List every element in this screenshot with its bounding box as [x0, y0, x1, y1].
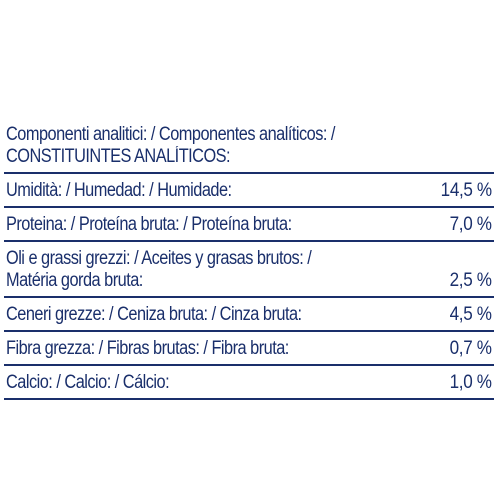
row-value: 7,0 % — [450, 214, 492, 235]
divider — [4, 172, 494, 174]
table-row-calcium: Calcio: / Calcio: / Cálcio: 1,0 % — [4, 366, 494, 394]
row-value: 0,7 % — [450, 338, 492, 359]
row-value: 14,5 % — [440, 180, 492, 201]
divider — [4, 398, 494, 400]
row-label: Fibra grezza: / Fibras brutas: / Fibra b… — [6, 338, 289, 359]
row-label-line-1: Oli e grassi grezzi: / Aceites y grasas … — [6, 248, 312, 269]
header-line-1: Componenti analitici: / Componentes anal… — [6, 124, 335, 145]
table-row-fat: Oli e grassi grezzi: / Aceites y grasas … — [4, 242, 494, 292]
section-header: Componenti analitici: / Componentes anal… — [4, 124, 494, 168]
divider — [4, 296, 494, 298]
row-value: 4,5 % — [450, 304, 492, 325]
header-line-2: CONSTITUINTES ANALÍTICOS: — [6, 146, 231, 167]
table-row-protein: Proteina: / Proteína bruta: / Proteína b… — [4, 208, 494, 236]
row-label: Umidità: / Humedad: / Humidade: — [6, 180, 232, 201]
table-row-moisture: Umidità: / Humedad: / Humidade: 14,5 % — [4, 174, 494, 202]
divider — [4, 240, 494, 242]
row-label: Calcio: / Calcio: / Cálcio: — [6, 372, 170, 393]
row-label: Ceneri grezze: / Ceniza bruta: / Cinza b… — [6, 304, 302, 325]
divider — [4, 364, 494, 366]
row-label-line-2: Matéria gorda bruta: — [6, 270, 143, 291]
table-row-fibre: Fibra grezza: / Fibras brutas: / Fibra b… — [4, 332, 494, 360]
row-value: 1,0 % — [450, 372, 492, 393]
divider — [4, 330, 494, 332]
table-row-ash: Ceneri grezze: / Ceniza bruta: / Cinza b… — [4, 298, 494, 326]
row-value: 2,5 % — [450, 270, 492, 291]
row-label: Proteina: / Proteína bruta: / Proteína b… — [6, 214, 292, 235]
analytical-constituents-panel: Componenti analitici: / Componentes anal… — [4, 124, 494, 400]
divider — [4, 206, 494, 208]
